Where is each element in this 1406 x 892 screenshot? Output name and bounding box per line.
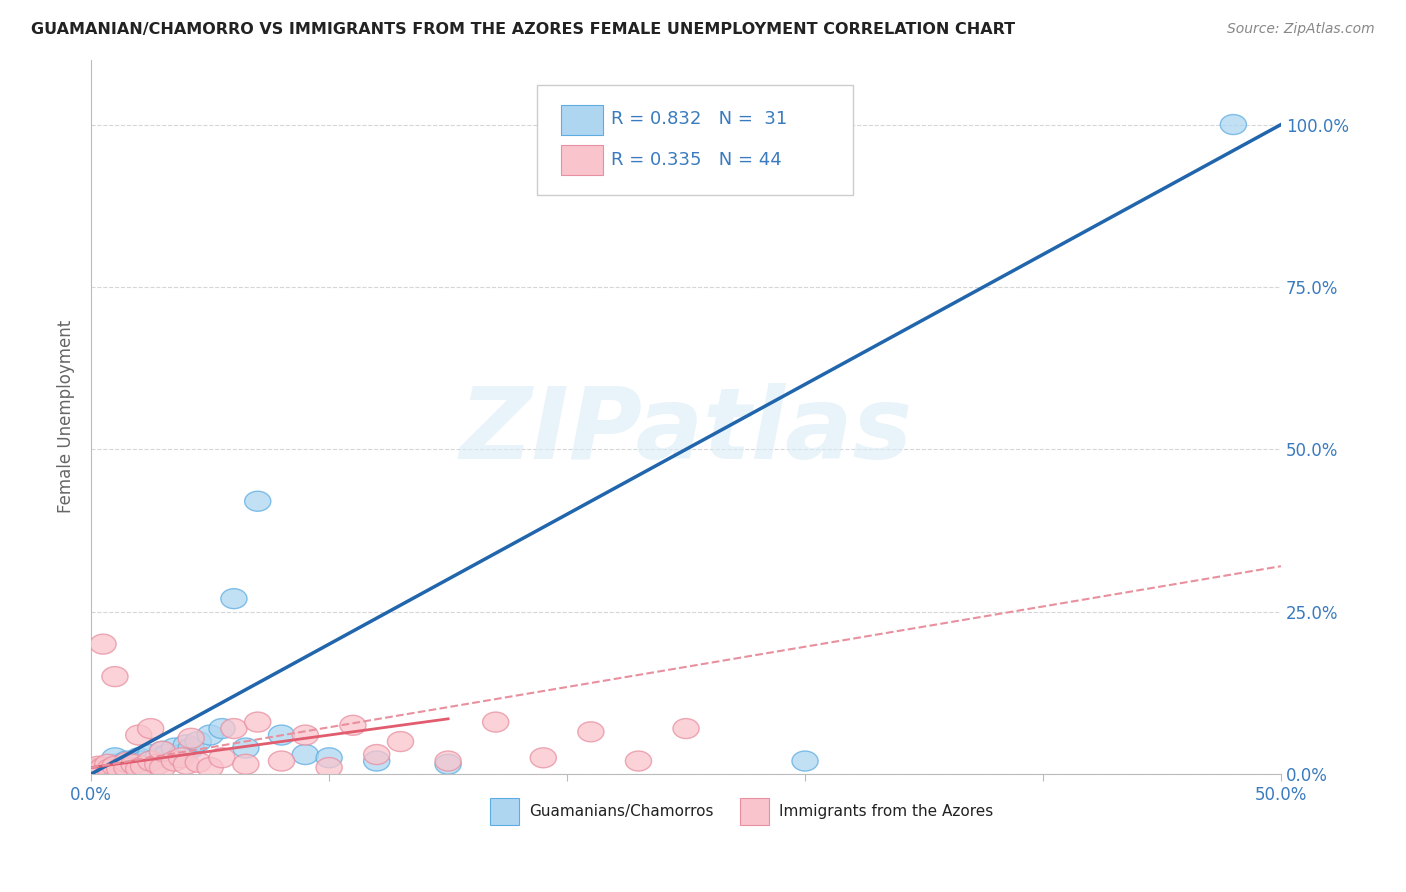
Ellipse shape bbox=[101, 756, 128, 776]
Text: GUAMANIAN/CHAMORRO VS IMMIGRANTS FROM THE AZORES FEMALE UNEMPLOYMENT CORRELATION: GUAMANIAN/CHAMORRO VS IMMIGRANTS FROM TH… bbox=[31, 22, 1015, 37]
Ellipse shape bbox=[245, 491, 271, 511]
Ellipse shape bbox=[94, 755, 121, 774]
Ellipse shape bbox=[245, 712, 271, 732]
FancyBboxPatch shape bbox=[561, 104, 603, 135]
Ellipse shape bbox=[83, 761, 110, 780]
FancyBboxPatch shape bbox=[561, 145, 603, 176]
Ellipse shape bbox=[364, 751, 389, 771]
Ellipse shape bbox=[186, 731, 211, 752]
Ellipse shape bbox=[316, 747, 342, 768]
Ellipse shape bbox=[87, 760, 114, 780]
Ellipse shape bbox=[233, 738, 259, 758]
Ellipse shape bbox=[155, 745, 180, 764]
Ellipse shape bbox=[90, 757, 117, 778]
Ellipse shape bbox=[673, 719, 699, 739]
Ellipse shape bbox=[173, 755, 200, 774]
Ellipse shape bbox=[80, 761, 107, 780]
Ellipse shape bbox=[292, 745, 318, 764]
Ellipse shape bbox=[1220, 114, 1247, 135]
Ellipse shape bbox=[169, 747, 194, 768]
Ellipse shape bbox=[114, 757, 141, 778]
Ellipse shape bbox=[179, 738, 204, 758]
Ellipse shape bbox=[114, 757, 141, 778]
Ellipse shape bbox=[162, 738, 187, 758]
Ellipse shape bbox=[101, 666, 128, 687]
Ellipse shape bbox=[149, 741, 176, 761]
Ellipse shape bbox=[197, 757, 224, 778]
Ellipse shape bbox=[121, 755, 148, 774]
Ellipse shape bbox=[138, 719, 163, 739]
Ellipse shape bbox=[197, 725, 224, 745]
Ellipse shape bbox=[269, 725, 295, 745]
Ellipse shape bbox=[179, 728, 204, 748]
Ellipse shape bbox=[340, 715, 366, 735]
Text: R = 0.832   N =  31: R = 0.832 N = 31 bbox=[612, 110, 787, 128]
Ellipse shape bbox=[145, 755, 172, 774]
Ellipse shape bbox=[125, 759, 152, 779]
Ellipse shape bbox=[149, 741, 176, 761]
Ellipse shape bbox=[316, 757, 342, 778]
Ellipse shape bbox=[186, 752, 211, 772]
Ellipse shape bbox=[125, 725, 152, 745]
Ellipse shape bbox=[221, 589, 247, 608]
Ellipse shape bbox=[162, 751, 187, 771]
Ellipse shape bbox=[364, 745, 389, 764]
Ellipse shape bbox=[530, 747, 557, 768]
Text: Source: ZipAtlas.com: Source: ZipAtlas.com bbox=[1227, 22, 1375, 37]
Ellipse shape bbox=[434, 751, 461, 771]
Ellipse shape bbox=[145, 747, 172, 768]
FancyBboxPatch shape bbox=[489, 798, 519, 825]
Ellipse shape bbox=[138, 745, 163, 764]
Ellipse shape bbox=[131, 751, 156, 771]
Ellipse shape bbox=[269, 751, 295, 771]
Y-axis label: Female Unemployment: Female Unemployment bbox=[58, 320, 75, 514]
Ellipse shape bbox=[792, 751, 818, 771]
Ellipse shape bbox=[114, 751, 141, 771]
Ellipse shape bbox=[131, 756, 156, 776]
Ellipse shape bbox=[101, 755, 128, 774]
Text: ZIPatlas: ZIPatlas bbox=[460, 383, 912, 480]
Ellipse shape bbox=[388, 731, 413, 752]
Ellipse shape bbox=[434, 755, 461, 774]
Ellipse shape bbox=[107, 759, 132, 779]
Ellipse shape bbox=[209, 719, 235, 739]
Text: Immigrants from the Azores: Immigrants from the Azores bbox=[779, 805, 993, 820]
Ellipse shape bbox=[149, 757, 176, 778]
Ellipse shape bbox=[169, 745, 194, 764]
Ellipse shape bbox=[221, 719, 247, 739]
Ellipse shape bbox=[125, 747, 152, 768]
Ellipse shape bbox=[94, 759, 121, 779]
Ellipse shape bbox=[121, 755, 148, 774]
Ellipse shape bbox=[173, 735, 200, 755]
Ellipse shape bbox=[101, 747, 128, 768]
Ellipse shape bbox=[482, 712, 509, 732]
Ellipse shape bbox=[86, 756, 111, 776]
Ellipse shape bbox=[138, 751, 163, 771]
Text: Guamanians/Chamorros: Guamanians/Chamorros bbox=[529, 805, 713, 820]
Ellipse shape bbox=[626, 751, 651, 771]
FancyBboxPatch shape bbox=[740, 798, 769, 825]
Ellipse shape bbox=[97, 759, 124, 779]
Ellipse shape bbox=[83, 759, 110, 779]
Ellipse shape bbox=[292, 725, 318, 745]
Ellipse shape bbox=[578, 722, 605, 742]
Ellipse shape bbox=[209, 747, 235, 768]
Text: R = 0.335   N = 44: R = 0.335 N = 44 bbox=[612, 151, 782, 169]
Ellipse shape bbox=[90, 634, 117, 654]
Ellipse shape bbox=[233, 755, 259, 774]
FancyBboxPatch shape bbox=[537, 85, 852, 195]
Ellipse shape bbox=[90, 757, 117, 778]
Ellipse shape bbox=[114, 752, 141, 772]
